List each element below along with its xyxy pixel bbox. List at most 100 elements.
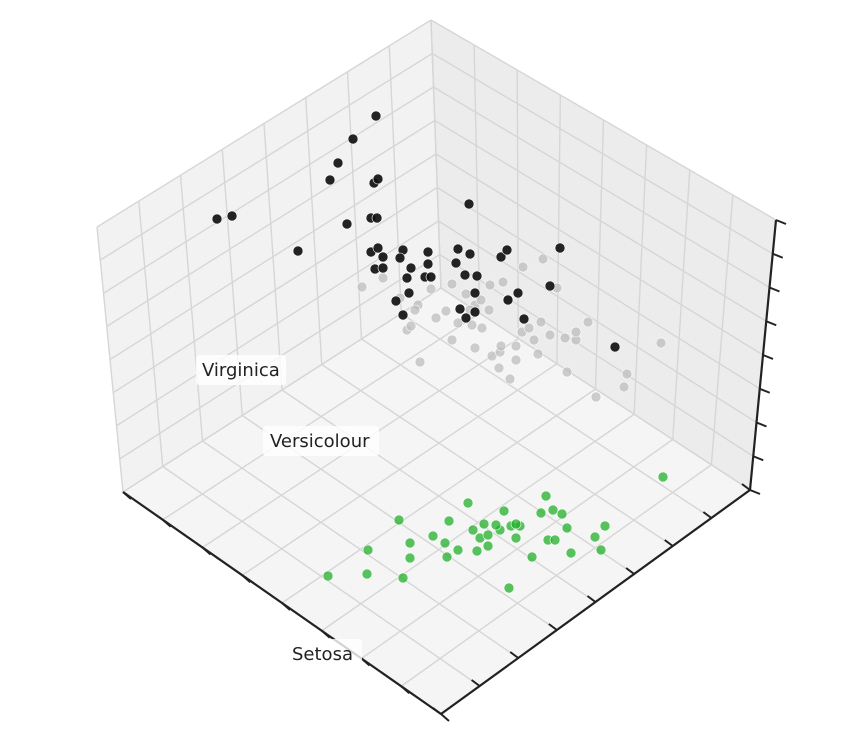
- data-point-group-0: [462, 497, 474, 509]
- data-point-group-0: [510, 518, 522, 530]
- data-point-group-0: [404, 552, 416, 564]
- data-point-group-1: [528, 334, 540, 346]
- z-axis-tick: [762, 354, 774, 360]
- grid-line: [440, 287, 751, 491]
- data-point-group-2: [459, 269, 471, 281]
- grid-line: [431, 52, 774, 255]
- y-axis-tick: [702, 511, 712, 519]
- grid-line: [321, 363, 635, 575]
- data-point-group-1: [510, 340, 522, 352]
- data-point-group-1: [356, 281, 368, 293]
- data-point-group-0: [482, 540, 494, 552]
- x-axis-tick: [122, 491, 132, 500]
- data-point-group-2: [324, 174, 336, 186]
- data-point-group-0: [589, 531, 601, 543]
- grid-line: [109, 153, 437, 361]
- data-point-group-1: [405, 320, 417, 332]
- data-point-group-1: [446, 278, 458, 290]
- data-point-group-2: [292, 245, 304, 257]
- data-point-group-1: [475, 294, 487, 306]
- grid-line: [96, 19, 432, 228]
- grid-line: [435, 153, 764, 356]
- data-point-group-0: [452, 544, 464, 556]
- data-point-group-1: [466, 319, 478, 331]
- label-box-setosa: [286, 639, 362, 669]
- data-point-group-0: [565, 547, 577, 559]
- data-point-group-0: [540, 490, 552, 502]
- data-point-group-1: [532, 348, 544, 360]
- grid-line: [346, 71, 363, 340]
- data-point-group-1: [535, 316, 547, 328]
- z-axis-tick: [749, 489, 761, 495]
- z-axis-tick: [759, 387, 771, 394]
- data-point-group-1: [590, 391, 602, 403]
- data-point-group-2: [372, 173, 384, 185]
- data-point-group-0: [322, 570, 334, 582]
- data-point-group-0: [397, 572, 409, 584]
- data-point-group-0: [657, 471, 669, 483]
- x-axis-tick: [281, 602, 291, 611]
- y-axis-tick: [548, 623, 558, 631]
- data-point-group-2: [347, 133, 359, 145]
- data-point-group-2: [425, 271, 437, 283]
- data-point-group-2: [464, 248, 476, 260]
- data-point-group-1: [409, 304, 421, 316]
- grid-line: [434, 119, 767, 322]
- label-box-versicolour: [263, 426, 379, 456]
- z-axis-tick: [765, 320, 777, 327]
- data-point-group-2: [495, 251, 507, 263]
- data-point-group-0: [549, 534, 561, 546]
- data-point-group-1: [537, 253, 549, 265]
- data-point-group-0: [503, 582, 515, 594]
- data-point-group-0: [498, 505, 510, 517]
- data-point-group-2: [377, 262, 389, 274]
- grid-line: [103, 86, 434, 294]
- data-point-group-0: [561, 522, 573, 534]
- data-point-group-2: [394, 252, 406, 264]
- grid-line: [633, 144, 648, 415]
- y-axis-tick: [432, 707, 442, 715]
- data-point-group-2: [609, 341, 621, 353]
- x-axis-tick: [321, 629, 331, 639]
- data-point-group-0: [490, 519, 502, 531]
- data-point-group-2: [211, 213, 223, 225]
- y-axis-tick: [471, 679, 481, 687]
- data-point-group-2: [469, 287, 481, 299]
- x-axis-tick: [241, 574, 251, 584]
- x-axis-tick: [201, 546, 212, 556]
- data-point-group-2: [518, 313, 530, 325]
- data-point-group-1: [440, 305, 452, 317]
- x-axis-tick: [162, 518, 172, 528]
- annotation-versicolour: Versicolour: [270, 431, 370, 452]
- grid-line: [400, 464, 712, 687]
- data-point-group-1: [495, 340, 507, 352]
- y-axis-tick: [509, 651, 519, 659]
- data-point-group-2: [471, 270, 483, 282]
- data-point-group-2: [401, 272, 413, 284]
- data-point-group-2: [502, 294, 514, 306]
- data-point-group-2: [341, 218, 353, 230]
- data-point-group-1: [460, 288, 472, 300]
- data-point-group-0: [599, 520, 611, 532]
- data-point-group-1: [493, 362, 505, 374]
- grid-line: [361, 338, 674, 547]
- grid-line: [99, 52, 433, 261]
- y-axis-tick: [664, 539, 674, 547]
- data-point-group-0: [441, 551, 453, 563]
- label-box-virginica: [196, 355, 286, 385]
- data-point-group-1: [476, 322, 488, 334]
- cluster-labels: Virginica Versicolour Setosa: [196, 355, 379, 669]
- annotation-setosa: Setosa: [292, 644, 353, 665]
- grid-line: [400, 312, 712, 519]
- x-axis-tick: [360, 657, 371, 667]
- data-point-group-2: [454, 303, 466, 315]
- grid-line: [433, 86, 770, 289]
- data-point-group-1: [452, 317, 464, 329]
- data-point-group-1: [504, 373, 516, 385]
- data-point-group-2: [403, 287, 415, 299]
- grid-line: [388, 45, 402, 314]
- data-points: [211, 110, 669, 594]
- grid-line: [321, 413, 635, 632]
- grid-lines: [96, 19, 777, 715]
